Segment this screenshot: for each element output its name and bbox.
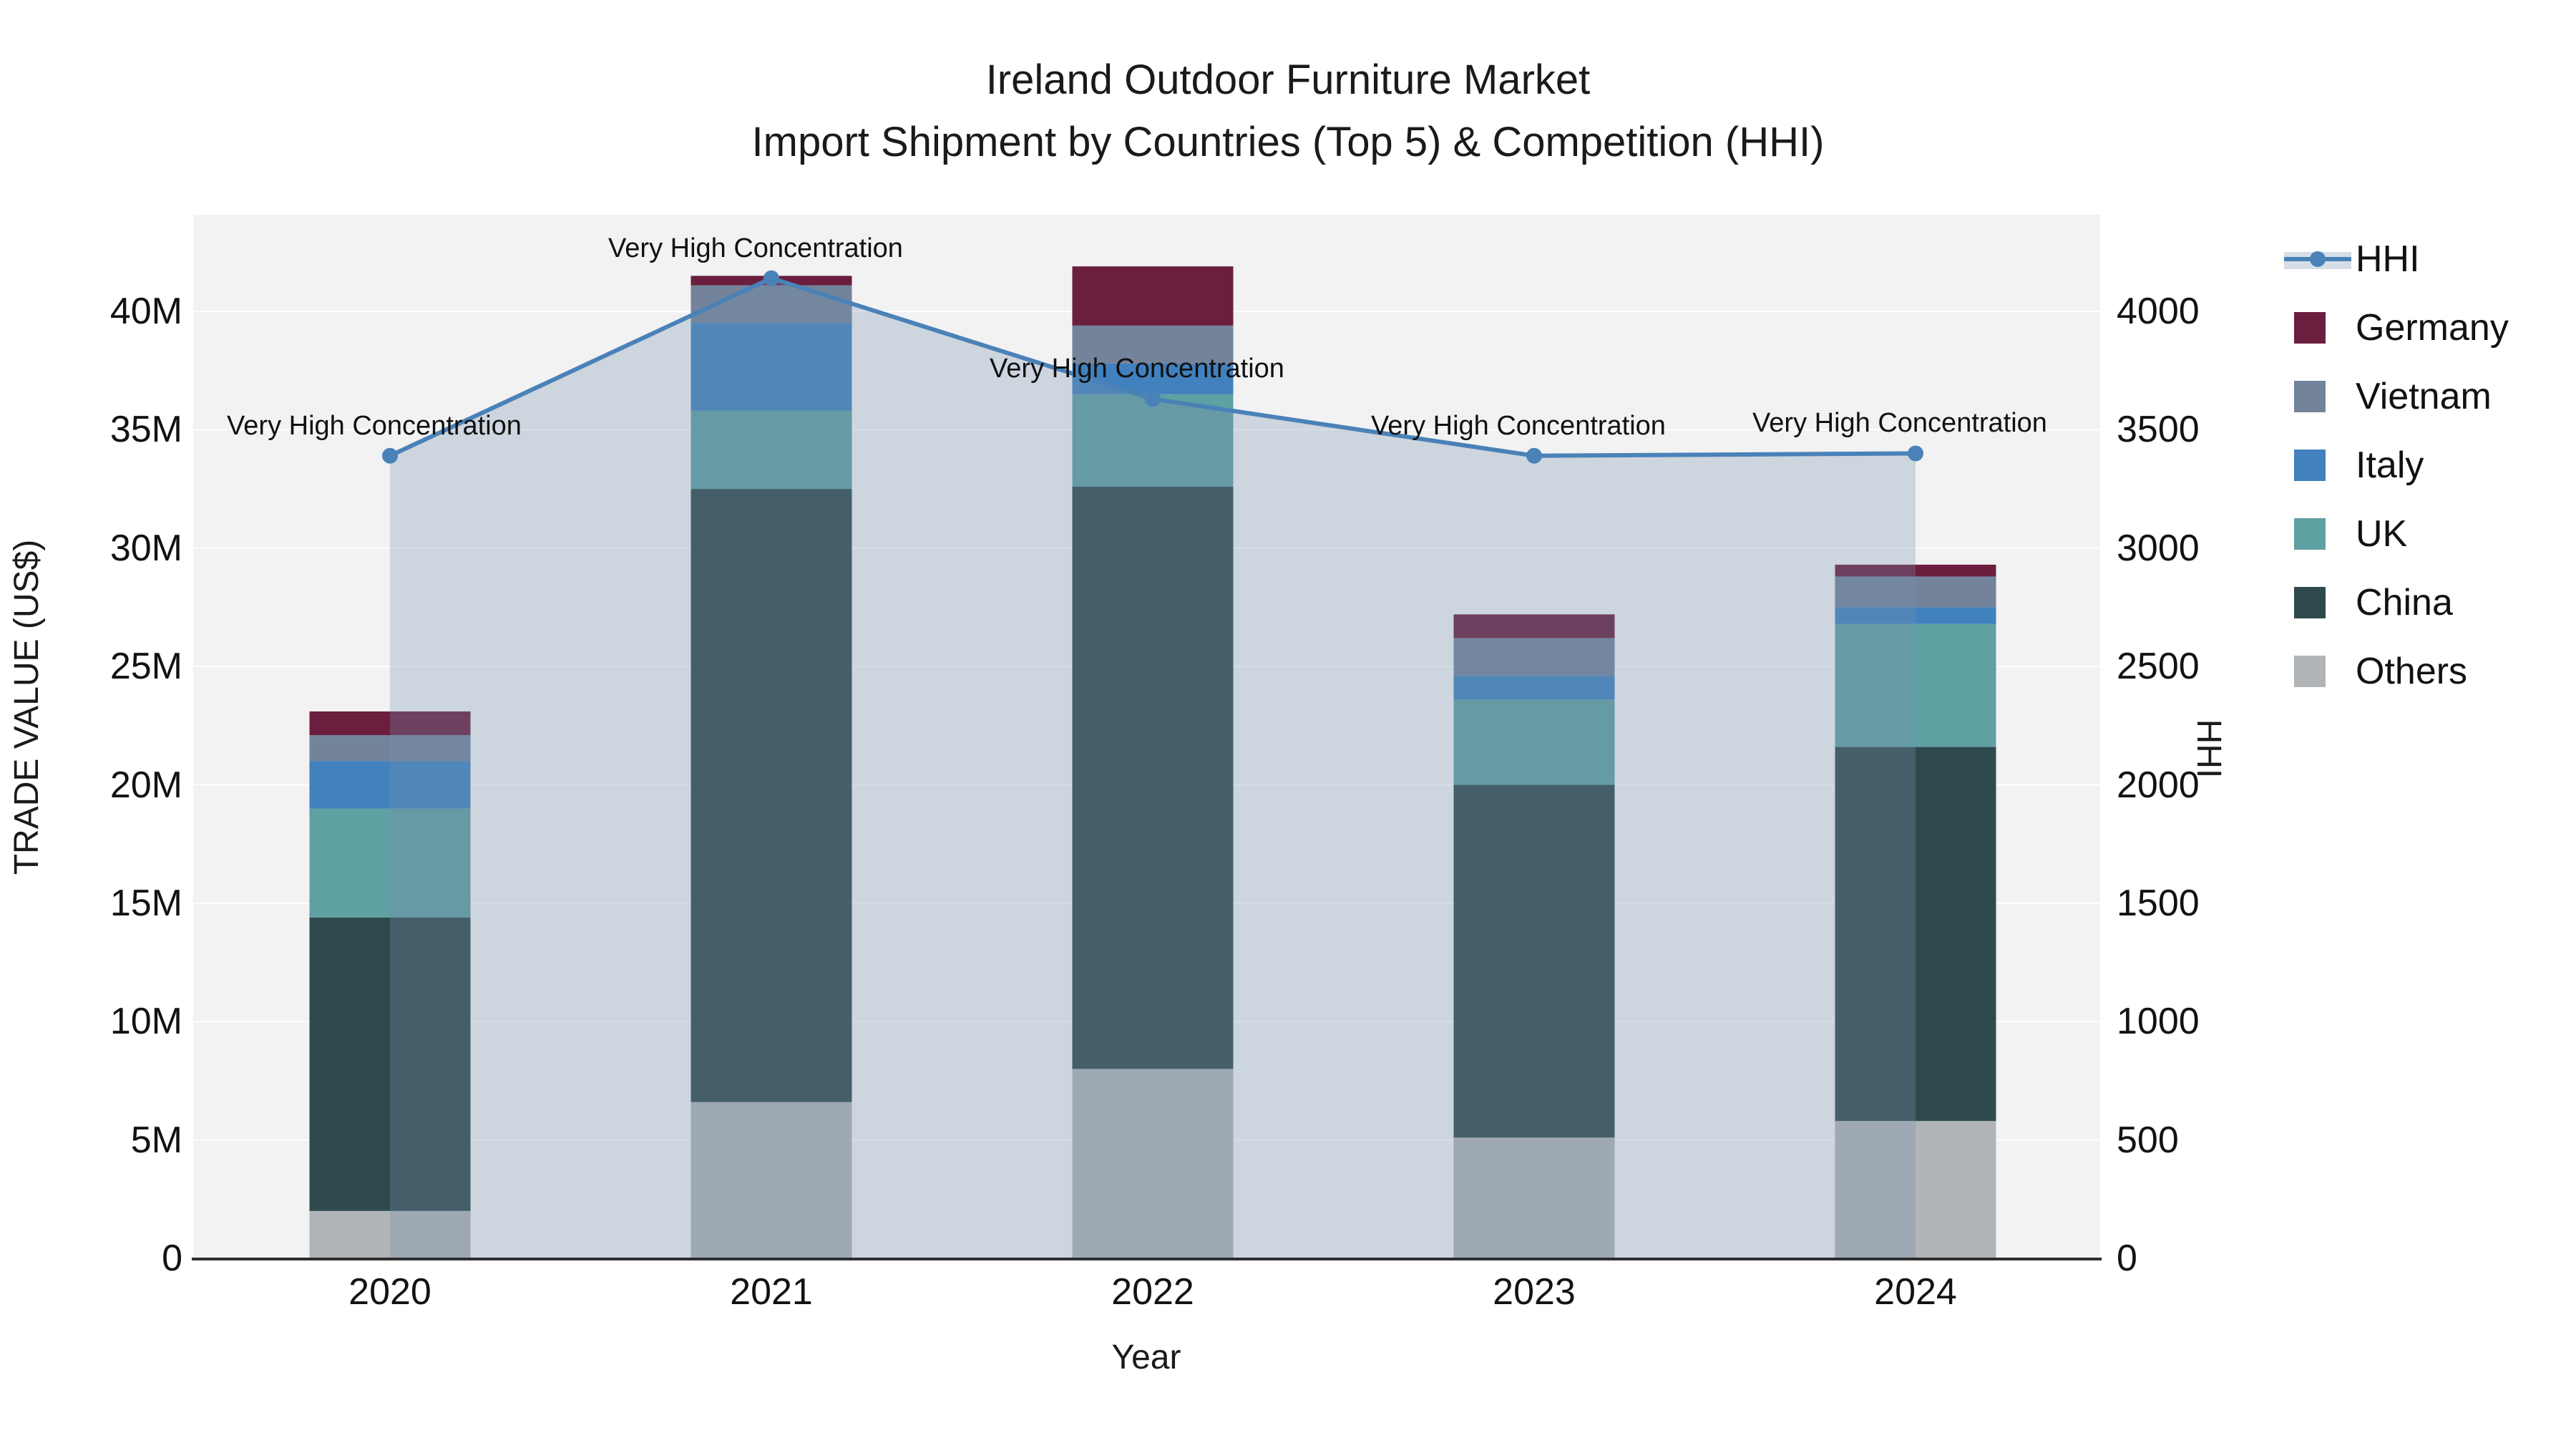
bar-segment-germany-2024[interactable]: [1835, 564, 1996, 577]
y-right-tick-label: 2000: [2117, 764, 2200, 806]
hhi-marker-2021[interactable]: [763, 270, 779, 286]
bar-segment-others-2024[interactable]: [1835, 1121, 1996, 1258]
y-right-tick-label: 1500: [2117, 882, 2200, 924]
x-axis-title: Year: [1111, 1338, 1181, 1376]
bar-segment-uk-2020[interactable]: [309, 808, 471, 918]
y-right-tick-label: 2500: [2117, 646, 2200, 688]
bar-segment-uk-2024[interactable]: [1835, 623, 1996, 747]
bar-segment-others-2020[interactable]: [309, 1210, 471, 1258]
annotation-2022: Very High Concentration: [990, 354, 1284, 384]
legend-square-swatch: [2284, 518, 2356, 550]
bar-segment-italy-2024[interactable]: [1835, 607, 1996, 624]
color-swatch-icon: [2294, 518, 2326, 550]
x-tick-label: 2020: [348, 1271, 431, 1313]
y-right-tick-label: 500: [2117, 1119, 2179, 1161]
bar-segment-italy-2020[interactable]: [309, 761, 471, 809]
color-swatch-icon: [2294, 587, 2326, 618]
y-right-tick-label: 1000: [2117, 1001, 2200, 1043]
y-left-tick-label: 15M: [109, 882, 182, 924]
bar-segment-uk-2023[interactable]: [1453, 699, 1615, 785]
y-left-tick-label: 0: [162, 1238, 182, 1279]
bar-segment-china-2022[interactable]: [1072, 486, 1234, 1069]
legend-item-uk[interactable]: UK: [2284, 500, 2570, 568]
color-swatch-icon: [2294, 449, 2326, 481]
legend-label: HHI: [2356, 238, 2420, 280]
x-tick-label: 2024: [1874, 1271, 1957, 1313]
bar-segment-germany-2023[interactable]: [1453, 614, 1615, 638]
y-right-tick-label: 4000: [2117, 291, 2200, 332]
annotation-2020: Very High Concentration: [227, 410, 522, 441]
color-swatch-icon: [2294, 656, 2326, 687]
bar-segment-others-2022[interactable]: [1072, 1069, 1234, 1258]
bar-segment-china-2024[interactable]: [1835, 747, 1996, 1122]
legend-square-swatch: [2284, 587, 2356, 618]
bar-segment-china-2020[interactable]: [309, 917, 471, 1211]
legend-square-swatch: [2284, 656, 2356, 687]
bar-segment-china-2021[interactable]: [691, 489, 852, 1102]
bar-segment-china-2023[interactable]: [1453, 784, 1615, 1138]
annotation-2021: Very High Concentration: [608, 233, 903, 263]
bar-segment-vietnam-2024[interactable]: [1835, 576, 1996, 608]
hhi-area-fill: [390, 278, 1916, 1258]
legend-item-vietnam[interactable]: Vietnam: [2284, 362, 2570, 431]
y-left-tick-label: 40M: [109, 291, 182, 332]
legend-label: UK: [2356, 513, 2408, 555]
y-left-tick-label: 35M: [109, 409, 182, 451]
bar-segment-vietnam-2022[interactable]: [1072, 325, 1234, 364]
legend-label: Vietnam: [2356, 376, 2492, 417]
legend: HHI Germany Vietnam Italy UK China Others: [2284, 225, 2570, 706]
hhi-line-icon: [2284, 247, 2351, 271]
annotation-2023: Very High Concentration: [1371, 410, 1666, 441]
x-tick-label: 2023: [1493, 1271, 1576, 1313]
legend-label: China: [2356, 582, 2453, 623]
y-left-tick-label: 20M: [109, 764, 182, 806]
bar-segment-others-2023[interactable]: [1453, 1137, 1615, 1258]
color-swatch-icon: [2294, 312, 2326, 344]
bar-segment-italy-2021[interactable]: [691, 323, 852, 411]
legend-label: Others: [2356, 651, 2468, 692]
bar-segment-vietnam-2023[interactable]: [1453, 638, 1615, 676]
bar-segment-vietnam-2020[interactable]: [309, 735, 471, 762]
y-right-tick-label: 0: [2117, 1238, 2137, 1279]
y-left-tick-label: 30M: [109, 527, 182, 569]
bar-segment-others-2021[interactable]: [691, 1102, 852, 1258]
chart-subtitle: Import Shipment by Countries (Top 5) & C…: [751, 119, 1825, 165]
legend-square-swatch: [2284, 449, 2356, 481]
y-left-tick-label: 10M: [109, 1001, 182, 1043]
y-right-tick-label: 3000: [2117, 527, 2200, 569]
legend-square-swatch: [2284, 381, 2356, 412]
bar-segment-italy-2022[interactable]: [1072, 363, 1234, 394]
hhi-marker-2022[interactable]: [1145, 391, 1161, 407]
hhi-marker-2023[interactable]: [1526, 447, 1542, 464]
hhi-marker-2020[interactable]: [382, 447, 398, 464]
x-tick-label: 2022: [1111, 1271, 1194, 1313]
x-tick-label: 2021: [730, 1271, 813, 1313]
legend-label: Italy: [2356, 444, 2424, 486]
annotation-2024: Very High Concentration: [1752, 408, 2047, 439]
legend-item-germany[interactable]: Germany: [2284, 293, 2570, 362]
legend-item-others[interactable]: Others: [2284, 637, 2570, 706]
legend-square-swatch: [2284, 312, 2356, 344]
legend-item-hhi[interactable]: HHI: [2284, 225, 2570, 293]
bar-segment-uk-2022[interactable]: [1072, 394, 1234, 487]
chart-title: Ireland Outdoor Furniture Market: [985, 57, 1591, 103]
y-left-tick-label: 5M: [130, 1119, 182, 1161]
bar-segment-uk-2021[interactable]: [691, 410, 852, 490]
bar-segment-italy-2023[interactable]: [1453, 676, 1615, 700]
legend-item-italy[interactable]: Italy: [2284, 431, 2570, 500]
bar-segment-germany-2022[interactable]: [1072, 266, 1234, 326]
hhi-marker-2024[interactable]: [1908, 445, 1923, 462]
legend-line-swatch: [2284, 247, 2356, 271]
legend-label: Germany: [2356, 307, 2509, 349]
color-swatch-icon: [2294, 381, 2326, 412]
bar-segment-germany-2020[interactable]: [309, 711, 471, 736]
y-right-tick-label: 3500: [2117, 409, 2200, 451]
y-left-tick-label: 25M: [109, 646, 182, 688]
legend-item-china[interactable]: China: [2284, 568, 2570, 637]
